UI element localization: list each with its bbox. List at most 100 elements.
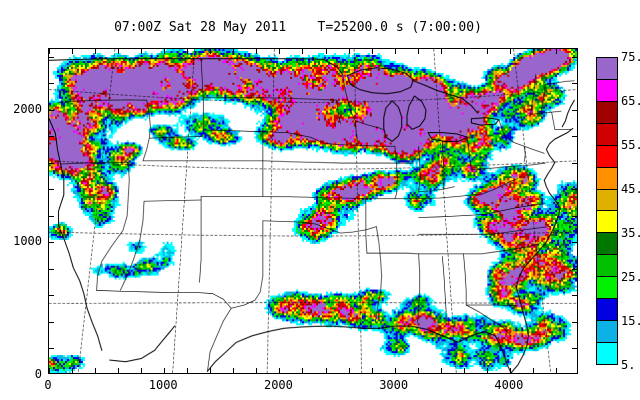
x-tick-bottom xyxy=(463,368,465,373)
x-axis-tick-label: 0 xyxy=(44,378,52,392)
colorbar-tick-label: 55. xyxy=(621,138,640,152)
colorbar-tick-label: 25. xyxy=(621,270,640,284)
y-tick-right xyxy=(572,348,577,350)
x-tick-bottom xyxy=(233,368,235,373)
x-tick-top xyxy=(371,49,373,54)
y-tick-right xyxy=(572,136,577,138)
x-tick-top xyxy=(233,49,235,54)
x-tick-bottom xyxy=(371,368,373,373)
x-tick-top xyxy=(256,49,258,54)
colorbar-segment xyxy=(597,58,617,80)
colorbar-segment xyxy=(597,321,617,343)
colorbar-segment xyxy=(597,123,617,146)
x-tick-top xyxy=(164,49,166,54)
x-tick-top xyxy=(49,49,50,54)
map-boundaries-overlay xyxy=(49,49,577,373)
colorbar-segment xyxy=(597,299,617,322)
colorbar-segment xyxy=(597,277,617,300)
x-tick-bottom xyxy=(394,368,396,373)
plot-title: 07:00Z Sat 28 May 2011 T=25200.0 s (7:00… xyxy=(114,20,482,35)
colorbar-tick-label: 15. xyxy=(621,314,640,328)
x-tick-bottom xyxy=(256,368,258,373)
x-tick-bottom xyxy=(72,368,74,373)
plot-area xyxy=(48,48,578,374)
x-tick-top xyxy=(486,49,488,54)
x-tick-bottom xyxy=(95,368,97,373)
colorbar-segment xyxy=(597,145,617,168)
x-tick-bottom xyxy=(417,368,419,373)
y-tick-left xyxy=(49,162,54,164)
colorbar-segment xyxy=(597,255,617,278)
x-tick-bottom xyxy=(555,368,557,373)
y-tick-right xyxy=(572,56,577,58)
x-tick-bottom xyxy=(348,368,350,373)
y-axis-tick-label: 1000 xyxy=(13,234,42,249)
x-tick-top xyxy=(187,49,189,54)
x-tick-bottom xyxy=(141,368,143,373)
x-tick-top xyxy=(348,49,350,54)
y-tick-left xyxy=(49,109,54,111)
x-tick-top xyxy=(302,49,304,54)
x-tick-bottom xyxy=(164,368,166,373)
x-tick-bottom xyxy=(118,368,120,373)
x-tick-top xyxy=(72,49,74,54)
colorbar-segment xyxy=(597,233,617,256)
x-tick-bottom xyxy=(532,368,534,373)
x-axis-tick-label: 4000 xyxy=(494,378,524,392)
x-tick-bottom xyxy=(279,368,281,373)
y-axis-tick-label: 0 xyxy=(34,367,42,381)
y-tick-right xyxy=(572,109,577,111)
x-tick-top xyxy=(118,49,120,54)
colorbar xyxy=(596,57,618,365)
x-tick-top xyxy=(279,49,281,54)
y-tick-right xyxy=(572,295,577,297)
x-tick-bottom xyxy=(509,368,511,373)
y-tick-left xyxy=(49,215,54,217)
x-tick-top xyxy=(463,49,465,54)
x-tick-top xyxy=(95,49,97,54)
y-tick-left xyxy=(49,321,54,323)
x-tick-bottom xyxy=(302,368,304,373)
y-tick-left xyxy=(49,295,54,297)
colorbar-segment xyxy=(597,211,617,234)
colorbar-segment xyxy=(597,167,617,190)
colorbar-tick-label: 5. xyxy=(621,358,636,372)
x-tick-bottom xyxy=(210,368,212,373)
x-tick-bottom xyxy=(486,368,488,373)
y-tick-right xyxy=(572,242,577,244)
y-tick-right xyxy=(572,215,577,217)
colorbar-tick-label: 65. xyxy=(621,94,640,108)
x-tick-top xyxy=(394,49,396,54)
colorbar-segment xyxy=(597,79,617,102)
x-tick-top xyxy=(417,49,419,54)
y-tick-left xyxy=(49,348,54,350)
colorbar-segment xyxy=(597,342,617,364)
y-tick-right xyxy=(572,321,577,323)
colorbar-segment xyxy=(597,189,617,212)
y-tick-right xyxy=(572,268,577,270)
colorbar-tick-label: 75. xyxy=(621,50,640,64)
x-tick-bottom xyxy=(440,368,442,373)
y-tick-right xyxy=(572,162,577,164)
y-axis-tick-label: 2000 xyxy=(13,101,42,116)
x-axis-tick-label: 1000 xyxy=(148,378,178,392)
y-tick-left xyxy=(49,136,54,138)
colorbar-segment xyxy=(597,101,617,124)
x-tick-bottom xyxy=(325,368,327,373)
y-tick-left xyxy=(49,268,54,270)
y-tick-right xyxy=(572,83,577,85)
y-tick-left xyxy=(49,56,54,58)
y-tick-left xyxy=(49,242,54,244)
y-tick-right xyxy=(572,189,577,191)
y-tick-left xyxy=(49,189,54,191)
y-tick-left xyxy=(49,83,54,85)
x-tick-bottom xyxy=(49,368,50,373)
x-tick-top xyxy=(440,49,442,54)
x-tick-top xyxy=(555,49,557,54)
colorbar-tick-label: 45. xyxy=(621,182,640,196)
x-axis-tick-label: 3000 xyxy=(379,378,409,392)
x-tick-top xyxy=(509,49,511,54)
x-axis-tick-label: 2000 xyxy=(263,378,293,392)
x-tick-top xyxy=(532,49,534,54)
